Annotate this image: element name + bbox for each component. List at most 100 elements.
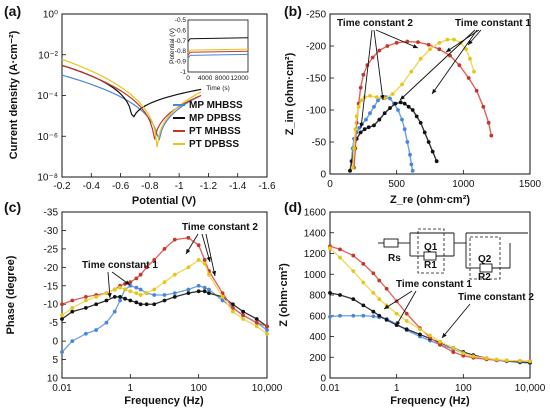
d-ytick-label-5: 1000 <box>304 270 327 281</box>
b-series-3-point-10 <box>390 92 395 96</box>
c-series-2-point-21 <box>241 313 246 318</box>
a-xtick-label-6: -1.4 <box>229 181 247 192</box>
b-series-3-point-2 <box>353 127 358 132</box>
c-series-3-point-0 <box>60 313 64 318</box>
c-ytick-label-2: -25 <box>44 244 59 255</box>
b-series-0-point-20 <box>409 162 414 167</box>
b-series-1-point-17 <box>418 120 423 125</box>
panel-c-frame <box>61 211 268 379</box>
c-series-2-point-9 <box>134 276 139 281</box>
panel-a-xlabel: Potential (V) <box>132 195 197 207</box>
c-series-3-point-3 <box>94 294 99 299</box>
b-ytick-label-0: 0 <box>320 170 326 181</box>
b-series-2-point-21 <box>489 133 494 138</box>
a-xtick-label-5: -1.2 <box>200 181 218 192</box>
c-tc1-arrow-1 <box>107 271 112 299</box>
b-series-2-point-5 <box>361 72 366 77</box>
b-series-3-point-1 <box>352 146 356 151</box>
b-series-1-point-21 <box>434 159 439 164</box>
panel-c-ylabel: Phase (degree) <box>5 255 17 334</box>
c-ytick-label-1: -30 <box>44 226 59 237</box>
b-series-2-point-19 <box>481 104 486 109</box>
c-series-3-point-8 <box>128 289 133 294</box>
d-series-2-point-8 <box>404 311 409 316</box>
b-series-1-point-16 <box>414 114 419 119</box>
tc1-arrow-4 <box>467 29 482 46</box>
b-series-1-point-15 <box>410 108 415 112</box>
panel-b-series <box>348 37 494 173</box>
b-series-2-point-12 <box>416 40 420 45</box>
c-series-3-point-13 <box>162 280 167 284</box>
d-series-3-point-18 <box>518 358 522 363</box>
circuit-label-r2: R2 <box>478 272 491 283</box>
c-xtick-label-2: 100 <box>190 383 207 394</box>
panel-b-frame <box>329 13 531 175</box>
panel-b-annotation-tc1: Time constant 1 <box>455 18 531 29</box>
c-series-1-point-9 <box>134 300 139 305</box>
c-series-1-point-17 <box>202 289 207 294</box>
a-xtick-label-3: -0.8 <box>141 181 159 192</box>
d-series-3-point-15 <box>484 356 489 361</box>
a-legend-label-3: PT DPBSS <box>189 139 239 150</box>
inset-curve-0 <box>187 53 249 59</box>
inset-xtick-0: 0 <box>186 75 190 82</box>
c-ytick-label-0: -35 <box>44 208 59 219</box>
circuit-box-1 <box>417 228 445 274</box>
c-series-0-point-17 <box>202 285 207 290</box>
b-series-1-point-19 <box>426 140 431 144</box>
b-series-3-point-21 <box>472 69 476 74</box>
panel-c-xlabel: Frequency (Hz) <box>124 395 204 407</box>
c-series-0-point-4 <box>104 320 109 325</box>
b-series-1-point-14 <box>406 104 411 109</box>
d-ytick-label-1: 200 <box>309 353 326 364</box>
inset-curve-2 <box>187 50 249 56</box>
d-series-1-point-5 <box>377 313 382 318</box>
b-xtick-label-1: 500 <box>388 179 405 190</box>
b-series-0-point-19 <box>408 152 412 157</box>
d-series-1-point-1 <box>338 293 342 297</box>
panel-d-ticks: 0.01 1 100 10,000 0 200 400 600 800 1000 1200 1400 1… <box>304 208 546 395</box>
a-ytick-label-0: 10⁰ <box>43 10 58 21</box>
c-series-1-point-20 <box>230 302 235 307</box>
c-series-1-point-10 <box>138 302 143 307</box>
b-series-2-point-9 <box>385 44 390 48</box>
c-series-1-point-11 <box>144 302 149 307</box>
b-series-3-point-4 <box>356 104 361 109</box>
c-series-1-point-0 <box>60 317 64 321</box>
c-series-3-point-18 <box>207 272 211 277</box>
d-ytick-label-6: 1200 <box>304 249 327 260</box>
c-series-0-point-2 <box>83 331 88 336</box>
inset-curve-1 <box>187 37 249 43</box>
b-series-2-point-11 <box>405 39 410 44</box>
a-curve-2 <box>61 64 202 140</box>
inset-ytick-4: -0.9 <box>175 59 187 66</box>
c-series-2-point-8 <box>128 280 133 284</box>
a-ytick-label-4: 10⁻⁸ <box>37 173 58 184</box>
d-series-3-point-11 <box>438 339 442 344</box>
c-tc2-arrow-3 <box>205 233 217 277</box>
b-series-1-point-10 <box>388 106 392 110</box>
b-series-3-point-17 <box>452 37 456 42</box>
d-series-3-point-8 <box>404 319 409 323</box>
d-series-3-point-0 <box>328 246 332 251</box>
b-series-3-point-16 <box>445 37 450 42</box>
c-series-3-point-6 <box>118 285 122 290</box>
c-series-0-point-9 <box>134 285 139 290</box>
a-curve-0 <box>61 74 202 141</box>
b-series-2-point-4 <box>358 85 363 90</box>
circuit-rs-resistor <box>383 238 399 248</box>
panel-d-annotation-tc1: Time constant 1 <box>396 279 472 290</box>
b-series-1-point-5 <box>362 127 367 132</box>
panel-b-annotations: Time constant 2 Time constant 1 <box>337 18 531 129</box>
b-xtick-label-0: 0 <box>327 179 333 190</box>
d-series-2-point-3 <box>361 261 366 266</box>
a-xtick-label-2: -0.6 <box>112 181 130 192</box>
inset-curve-3 <box>187 48 249 54</box>
c-series-2-point-15 <box>186 235 191 240</box>
b-ytick-label-4: -200 <box>306 42 326 53</box>
b-series-1-point-0 <box>348 168 352 173</box>
c-ytick-label-5: -10 <box>44 300 59 311</box>
c-series-3-point-14 <box>172 272 177 277</box>
d-ytick-label-2: 400 <box>309 332 326 343</box>
b-series-2-point-7 <box>370 55 375 60</box>
